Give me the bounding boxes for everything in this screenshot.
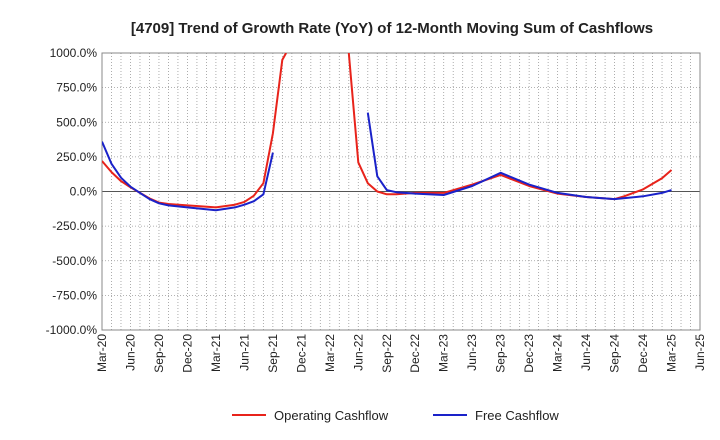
x-tick-label: Jun-22	[351, 334, 365, 371]
y-tick-label: 250.0%	[56, 150, 97, 164]
series-line-free-cashflow	[102, 141, 274, 212]
x-tick-label: Jun-25	[693, 334, 707, 371]
x-tick-label: Mar-24	[551, 334, 565, 372]
y-tick-label: -750.0%	[52, 288, 97, 302]
y-tick-label: -500.0%	[52, 254, 97, 268]
x-tick-label: Mar-25	[665, 334, 679, 372]
x-tick-label: Jun-21	[237, 334, 251, 371]
grid	[101, 52, 701, 331]
chart-title: [4709] Trend of Growth Rate (YoY) of 12-…	[131, 20, 653, 37]
y-tick-label: 500.0%	[56, 115, 97, 129]
x-tick-label: Mar-22	[323, 334, 337, 372]
legend: Operating Cashflow Free Cashflow	[232, 408, 559, 423]
x-tick-label: Jun-23	[465, 334, 479, 371]
x-tick-label: Dec-20	[180, 334, 194, 373]
y-axis: 1000.0% 750.0% 500.0% 250.0% 0.0% -250.0% -500…	[46, 46, 98, 337]
series-line-operating-cashflow	[102, 53, 287, 209]
x-tick-label: Jun-20	[123, 334, 137, 371]
series-layer	[102, 53, 673, 212]
x-axis: Mar-20 Jun-20 Sep-20 Dec-20 Mar-21 Jun-21 Sep-…	[95, 334, 707, 373]
x-tick-label: Dec-23	[522, 334, 536, 373]
x-tick-label: Dec-22	[408, 334, 422, 373]
x-tick-label: Sep-23	[494, 334, 508, 373]
x-tick-label: Mar-23	[437, 334, 451, 372]
x-tick-label: Sep-20	[152, 334, 166, 373]
x-tick-label: Sep-22	[380, 334, 394, 373]
x-tick-label: Sep-24	[608, 334, 622, 373]
x-tick-label: Mar-21	[209, 334, 223, 372]
x-tick-label: Jun-24	[579, 334, 593, 371]
x-tick-label: Dec-21	[294, 334, 308, 373]
plot-frame	[101, 52, 701, 331]
series-line-free-cashflow	[366, 112, 672, 201]
x-tick-label: Dec-24	[636, 334, 650, 373]
y-tick-label: 1000.0%	[50, 46, 98, 60]
legend-label: Free Cashflow	[475, 408, 559, 423]
y-tick-label: -250.0%	[52, 219, 97, 233]
x-tick-label: Sep-21	[266, 334, 280, 373]
y-tick-label: 750.0%	[56, 81, 97, 95]
x-tick-label: Mar-20	[95, 334, 109, 372]
y-tick-label: 0.0%	[70, 185, 98, 199]
y-tick-label: -1000.0%	[46, 323, 98, 337]
legend-label: Operating Cashflow	[274, 408, 389, 423]
